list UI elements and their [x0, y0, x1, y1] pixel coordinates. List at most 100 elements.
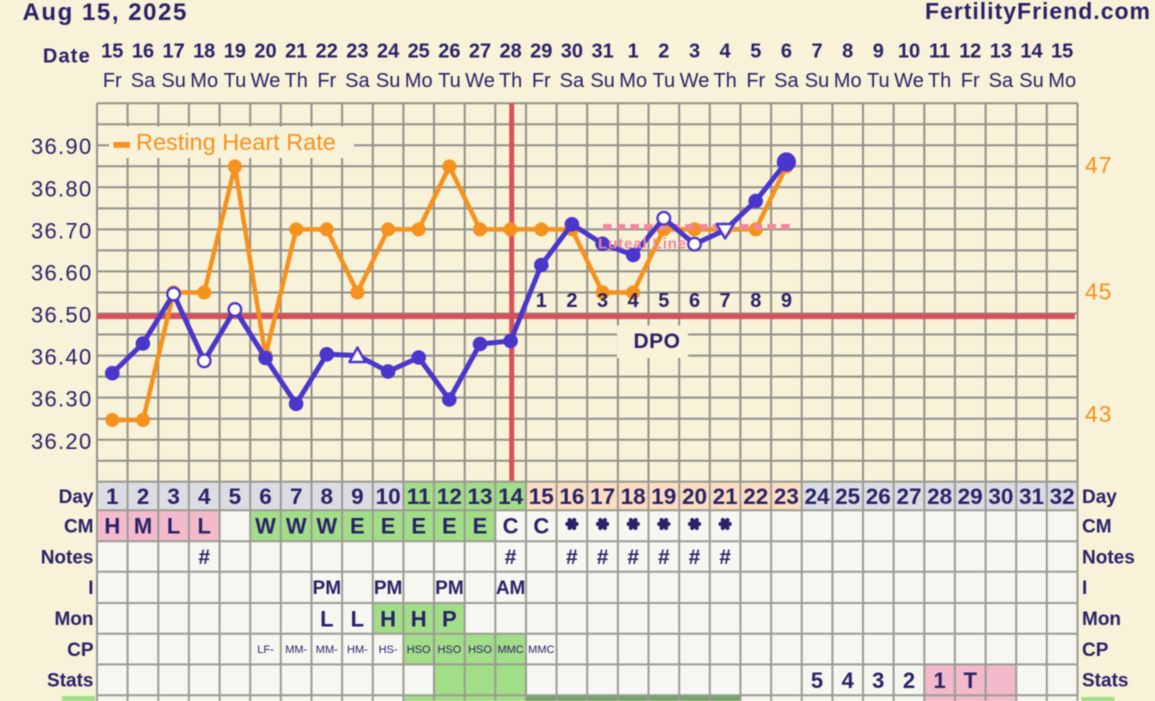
svg-text:W: W — [255, 514, 276, 539]
svg-text:L: L — [320, 606, 333, 631]
svg-text:CM: CM — [64, 517, 94, 538]
svg-text:Sa: Sa — [989, 70, 1014, 92]
svg-text:Mo: Mo — [619, 70, 647, 92]
svg-text:47: 47 — [1085, 152, 1112, 178]
svg-text:MM-: MM- — [316, 644, 338, 656]
svg-text:Mo: Mo — [190, 70, 218, 92]
svg-text:PM: PM — [374, 578, 403, 599]
svg-text:PM: PM — [435, 578, 464, 599]
svg-text:HSO: HSO — [407, 644, 431, 656]
svg-text:#: # — [566, 546, 578, 569]
svg-text:Su: Su — [1019, 70, 1043, 92]
svg-text:Tu: Tu — [867, 70, 890, 92]
svg-text:22: 22 — [316, 41, 338, 63]
svg-text:8: 8 — [321, 484, 334, 509]
svg-text:12: 12 — [959, 41, 981, 63]
svg-text:Mo: Mo — [1048, 70, 1076, 92]
svg-text:L: L — [351, 606, 364, 631]
svg-text:15: 15 — [1051, 41, 1073, 63]
svg-text:W: W — [316, 514, 337, 539]
svg-text:PM: PM — [313, 578, 342, 599]
svg-text:21: 21 — [285, 41, 307, 63]
svg-text:16: 16 — [559, 484, 584, 509]
svg-text:Aug 15, 2025: Aug 15, 2025 — [23, 0, 188, 26]
svg-text:25: 25 — [408, 41, 430, 63]
svg-text:15: 15 — [529, 484, 554, 509]
svg-text:36.70: 36.70 — [31, 218, 93, 243]
svg-text:L: L — [197, 514, 210, 539]
svg-text:17: 17 — [162, 41, 184, 63]
svg-text:22: 22 — [743, 484, 768, 509]
svg-text:20: 20 — [682, 484, 707, 509]
svg-text:Su: Su — [805, 70, 829, 92]
svg-text:7: 7 — [720, 290, 731, 312]
svg-text:Resting Heart Rate: Resting Heart Rate — [136, 129, 336, 155]
svg-text:Notes: Notes — [1082, 547, 1135, 568]
svg-text:3: 3 — [597, 290, 608, 312]
svg-text:5: 5 — [658, 290, 669, 312]
svg-text:2: 2 — [137, 484, 150, 509]
svg-text:26: 26 — [866, 484, 891, 509]
svg-text:Mon: Mon — [1082, 609, 1121, 630]
svg-text:#: # — [198, 546, 210, 569]
svg-text:36.40: 36.40 — [31, 345, 93, 370]
svg-text:We: We — [251, 70, 281, 92]
svg-text:DPO: DPO — [633, 330, 680, 353]
svg-text:Luteal Line: Luteal Line — [598, 236, 687, 253]
svg-text:Tu: Tu — [438, 70, 461, 92]
svg-text:Notes: Notes — [41, 547, 94, 568]
svg-text:H: H — [104, 514, 120, 539]
svg-text:Mo: Mo — [834, 70, 862, 92]
svg-text:23: 23 — [774, 484, 799, 509]
svg-text:Fr: Fr — [746, 70, 765, 92]
svg-text:H: H — [380, 606, 396, 631]
svg-text:36.50: 36.50 — [31, 302, 93, 327]
svg-text:Sa: Sa — [131, 70, 156, 92]
svg-text:30: 30 — [988, 484, 1013, 509]
svg-text:HSO: HSO — [437, 644, 461, 656]
svg-text:18: 18 — [621, 484, 646, 509]
svg-text:18: 18 — [193, 41, 215, 63]
svg-text:Sa: Sa — [774, 70, 799, 92]
svg-text:Tu: Tu — [652, 70, 675, 92]
svg-text:36.30: 36.30 — [31, 387, 93, 412]
svg-text:5: 5 — [811, 668, 823, 693]
svg-text:2: 2 — [566, 290, 577, 312]
svg-text:Mo: Mo — [405, 70, 433, 92]
svg-text:Th: Th — [285, 70, 308, 92]
svg-text:Fr: Fr — [317, 70, 336, 92]
svg-text:MMC: MMC — [497, 644, 523, 656]
svg-text:27: 27 — [469, 41, 491, 63]
svg-text:3: 3 — [689, 41, 700, 63]
svg-text:Date: Date — [43, 46, 91, 68]
svg-text:2: 2 — [903, 668, 915, 693]
svg-text:HS-: HS- — [379, 644, 398, 656]
svg-text:1: 1 — [628, 41, 639, 63]
svg-text:25: 25 — [835, 484, 860, 509]
svg-text:We: We — [680, 70, 710, 92]
svg-text:I: I — [1082, 578, 1087, 599]
svg-text:15: 15 — [101, 41, 123, 63]
svg-text:3: 3 — [872, 668, 884, 693]
svg-text:Fr: Fr — [532, 70, 551, 92]
svg-text:Day: Day — [1082, 487, 1117, 508]
svg-text:HM-: HM- — [347, 644, 368, 656]
svg-text:Stats: Stats — [1082, 671, 1128, 692]
svg-text:10: 10 — [898, 41, 920, 63]
svg-text:24: 24 — [377, 41, 400, 63]
svg-text:36.20: 36.20 — [31, 429, 93, 454]
svg-text:21: 21 — [713, 484, 738, 509]
svg-text:23: 23 — [346, 41, 368, 63]
svg-text:Fr: Fr — [961, 70, 980, 92]
svg-text:Stats: Stats — [47, 671, 93, 692]
svg-text:Mon: Mon — [54, 609, 93, 630]
svg-text:1: 1 — [106, 484, 119, 509]
svg-text:10: 10 — [376, 484, 401, 509]
svg-text:E: E — [442, 514, 457, 539]
svg-text:11: 11 — [407, 484, 431, 509]
svg-text:9: 9 — [351, 484, 364, 509]
svg-text:36.60: 36.60 — [31, 260, 93, 285]
svg-text:#: # — [658, 546, 670, 569]
svg-text:4: 4 — [720, 41, 732, 63]
svg-text:4: 4 — [628, 290, 640, 312]
